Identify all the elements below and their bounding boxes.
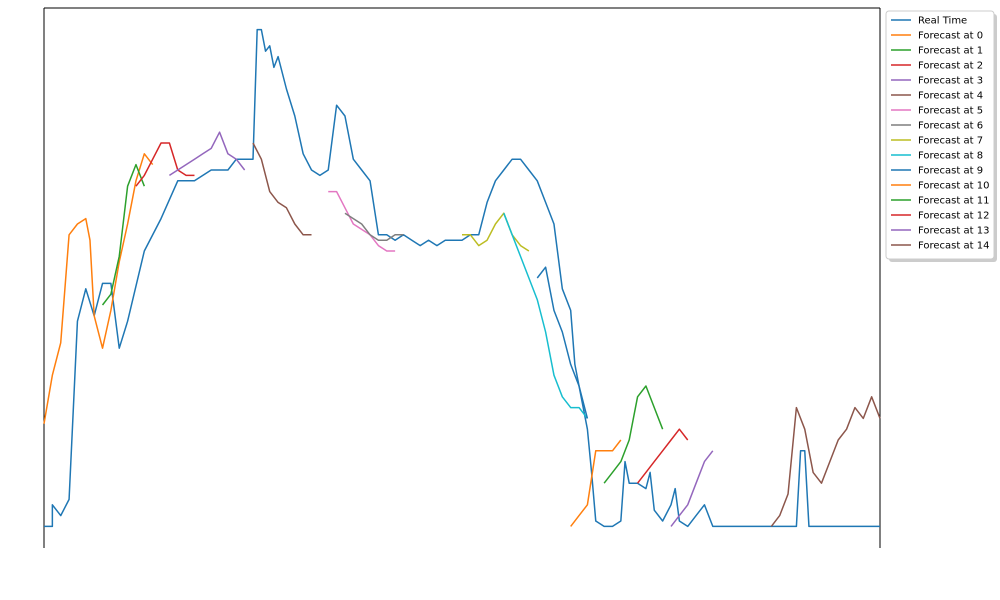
legend-label-10: Forecast at 9: [918, 166, 983, 177]
series-line-1: [43, 153, 154, 424]
legend-label-11: Forecast at 10: [918, 181, 989, 192]
legend-label-8: Forecast at 7: [918, 136, 983, 147]
legend-label-15: Forecast at 14: [918, 241, 989, 252]
series-line-15: [770, 396, 881, 527]
legend-label-9: Forecast at 8: [918, 151, 983, 162]
legend-label-0: Real Time: [918, 16, 967, 27]
legend-label-13: Forecast at 12: [918, 211, 989, 222]
series-line-6: [328, 190, 396, 252]
legend-label-1: Forecast at 0: [918, 31, 983, 42]
series-line-14: [670, 450, 714, 527]
series-line-13: [636, 428, 689, 484]
legend-label-7: Forecast at 6: [918, 121, 983, 132]
series-line-8: [462, 212, 530, 252]
legend-label-5: Forecast at 4: [918, 91, 983, 102]
series-line-7: [344, 212, 404, 241]
series-line-12: [603, 385, 664, 484]
series-line-5: [252, 142, 312, 236]
series-line-0: [44, 28, 880, 528]
series-line-9: [503, 212, 588, 419]
series-line-3: [135, 142, 195, 187]
legend-label-12: Forecast at 11: [918, 196, 989, 207]
series-line-4: [168, 131, 246, 177]
legend-label-3: Forecast at 2: [918, 61, 983, 72]
series-line-2: [101, 163, 146, 306]
series-line-11: [570, 439, 622, 527]
legend-label-2: Forecast at 1: [918, 46, 983, 57]
legend-frame: [885, 10, 995, 260]
legend-label-6: Forecast at 5: [918, 106, 983, 117]
series-line-10: [536, 266, 589, 419]
legend: Real Time Forecast at 0 Forecast at 1 Forec…: [885, 10, 997, 262]
legend-label-4: Forecast at 3: [918, 76, 983, 87]
legend-label-14: Forecast at 13: [918, 226, 989, 237]
